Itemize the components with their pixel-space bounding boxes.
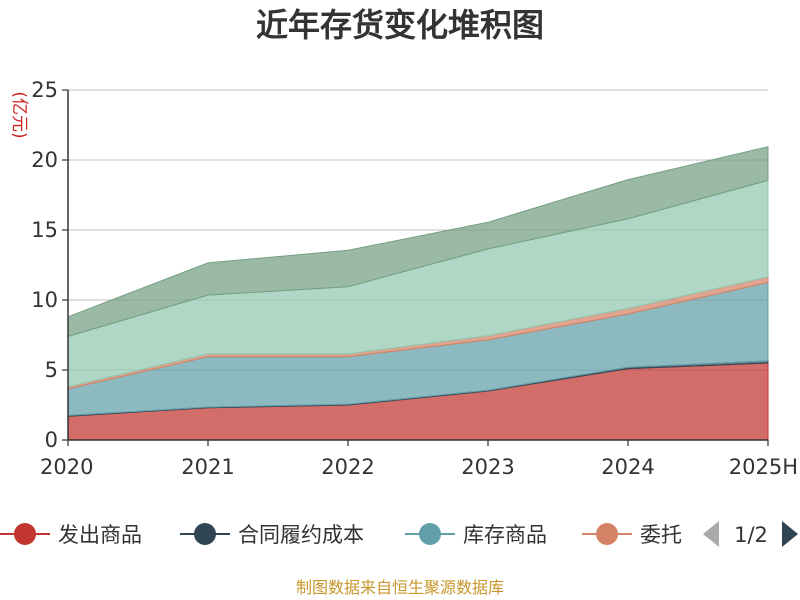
x-tick-label: 2024 — [601, 455, 654, 479]
x-tick-label: 2020 — [40, 455, 93, 479]
legend: 发出商品 合同履约成本 库存商品 委托 1/2 — [0, 521, 798, 547]
y-axis-unit: (亿元) — [9, 91, 29, 138]
axes: 0 5 10 15 20 25 2020 2021 2022 2023 2024 2025H — [31, 78, 798, 479]
legend-marker — [194, 523, 216, 545]
legend-page-indicator: 1/2 — [734, 523, 768, 547]
legend-label: 库存商品 — [463, 523, 547, 547]
legend-marker — [596, 523, 618, 545]
legend-label: 发出商品 — [58, 523, 142, 547]
legend-label: 委托 — [640, 523, 682, 547]
x-tick-label: 2021 — [181, 455, 234, 479]
y-tick-label: 25 — [31, 78, 58, 102]
area-series — [67, 146, 769, 441]
legend-next-icon[interactable] — [782, 521, 798, 547]
legend-prev-icon[interactable] — [703, 521, 719, 547]
legend-marker — [14, 523, 36, 545]
x-tick-label: 2023 — [461, 455, 514, 479]
x-tick-label: 2025H — [729, 455, 798, 479]
x-tick-label: 2022 — [321, 455, 374, 479]
y-tick-label: 10 — [31, 288, 58, 312]
area-在产品 — [67, 146, 769, 338]
legend-label: 合同履约成本 — [238, 523, 364, 547]
chart-title: 近年存货变化堆积图 — [256, 6, 544, 44]
legend-item[interactable]: 库存商品 — [405, 523, 547, 547]
y-tick-label: 0 — [45, 428, 58, 452]
legend-item[interactable]: 发出商品 — [0, 523, 142, 547]
legend-item[interactable]: 委托 — [582, 523, 682, 547]
y-tick-label: 20 — [31, 148, 58, 172]
legend-marker — [419, 523, 441, 545]
legend-item[interactable]: 合同履约成本 — [180, 523, 364, 547]
y-tick-label: 15 — [31, 218, 58, 242]
data-source-note: 制图数据来自恒生聚源数据库 — [296, 578, 504, 597]
y-tick-label: 5 — [45, 358, 58, 382]
